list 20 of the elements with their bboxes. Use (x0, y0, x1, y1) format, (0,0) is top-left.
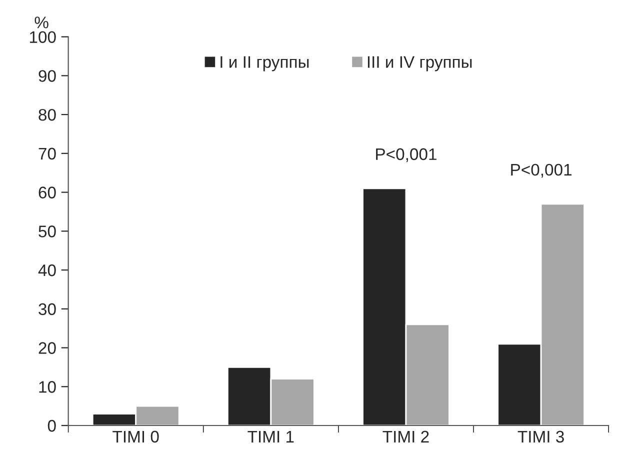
legend-label: III и IV группы (368, 56, 472, 72)
y-tick-label: 100 (30, 31, 56, 44)
annotation: P<0,001 (376, 148, 436, 162)
y-tick-label: 60 (38, 186, 56, 198)
y-tick-label: 90 (38, 70, 56, 82)
x-tick-label: TIMI 0 (112, 430, 159, 443)
y-tick-label: 30 (38, 303, 56, 316)
y-tick-label: 70 (38, 148, 56, 160)
y-tick-label: 50 (38, 226, 56, 238)
x-tick-label: TIMI 2 (382, 430, 429, 442)
x-tick-label: TIMI 3 (518, 430, 564, 443)
y-tick-label: 80 (38, 108, 56, 121)
y-tick-label: 10 (39, 381, 56, 393)
y-axis-title: % (34, 16, 48, 28)
y-tick-label: 40 (38, 264, 56, 276)
x-tick-label: TIMI 1 (248, 430, 294, 442)
legend-label: I и II группы (220, 56, 309, 72)
y-tick-label: 20 (38, 342, 56, 354)
annotation: P<0,001 (511, 164, 572, 178)
y-tick-label: 0 (48, 420, 56, 432)
